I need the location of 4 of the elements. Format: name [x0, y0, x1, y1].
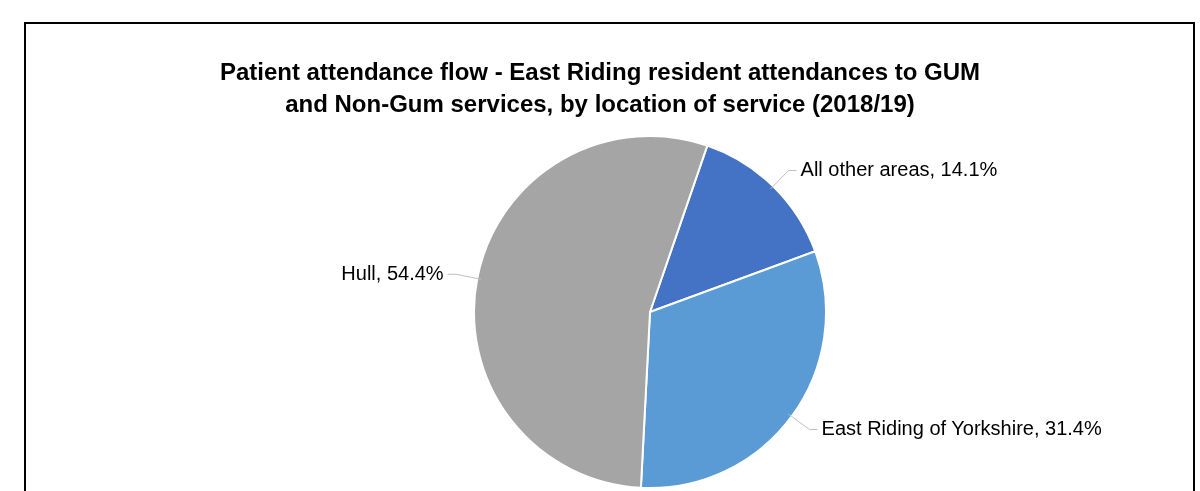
slice-label: All other areas, 14.1% [800, 158, 998, 181]
slice-label: East Riding of Yorkshire, 31.4% [821, 416, 1102, 439]
chart-title: Patient attendance flow - East Riding resident attendances to GUM and Non-Gum services, by location of service (2018/19) [218, 57, 982, 119]
slice-label: Hull, 54.4% [341, 261, 444, 284]
